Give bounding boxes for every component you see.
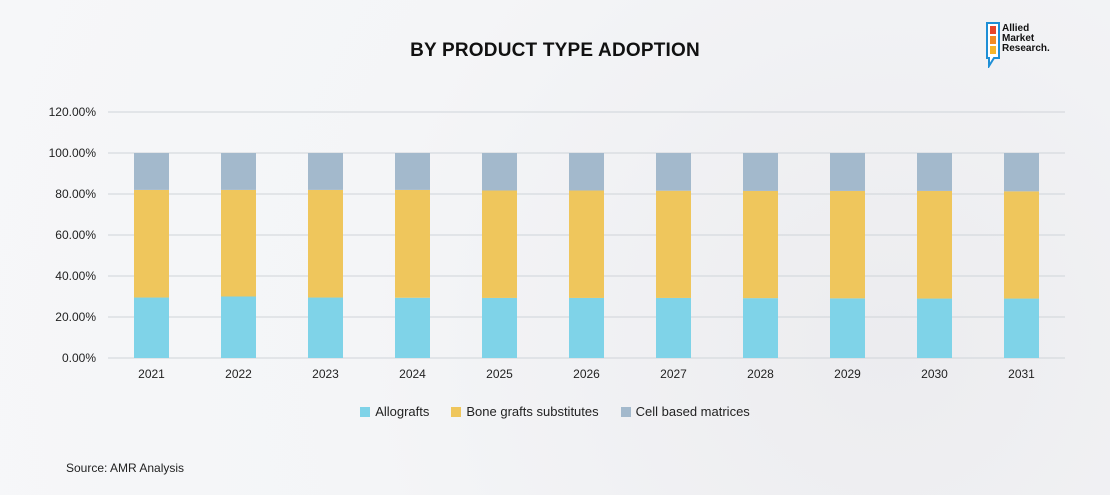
bar-cell-matrices	[830, 153, 865, 191]
bar-cell-matrices	[1004, 153, 1039, 192]
legend-swatch-bone-grafts	[451, 406, 462, 417]
x-tick-label: 2031	[1008, 367, 1035, 381]
bar-allografts	[569, 297, 604, 358]
y-tick-label: 100.00%	[49, 146, 97, 160]
bar-allografts	[482, 297, 517, 358]
bar-cell-matrices	[308, 153, 343, 190]
bar-cell-matrices	[656, 153, 691, 191]
bar-allografts	[917, 298, 952, 358]
bar-bone-grafts	[656, 190, 691, 298]
legend-swatch-cell-matrices	[620, 406, 631, 417]
logo-line-1: Allied	[1002, 23, 1030, 34]
bar-bone-grafts	[134, 189, 169, 298]
x-tick-label: 2028	[747, 367, 774, 381]
bar-cell-matrices	[569, 153, 604, 191]
y-tick-label: 40.00%	[55, 269, 96, 283]
y-tick-label: 120.00%	[49, 105, 97, 119]
bar-allografts	[830, 298, 865, 358]
bar-bone-grafts	[569, 190, 604, 298]
x-tick-label: 2022	[225, 367, 252, 381]
y-tick-label: 0.00%	[62, 351, 96, 365]
legend-item-cell-matrices: Cell based matrices	[620, 404, 750, 419]
source-note: Source: AMR Analysis	[66, 461, 185, 475]
logo-line-3: Research.	[1002, 43, 1050, 54]
x-tick-label: 2025	[486, 367, 513, 381]
y-tick-label: 80.00%	[55, 187, 96, 201]
bar-allografts	[221, 296, 256, 358]
bar-cell-matrices	[743, 153, 778, 191]
bar-allografts	[1004, 298, 1039, 358]
logo-mark-icon	[986, 22, 1000, 70]
bar-bone-grafts	[221, 189, 256, 297]
x-tick-label: 2030	[921, 367, 948, 381]
logo-line-2: Market	[1002, 33, 1035, 44]
bar-bone-grafts	[917, 190, 952, 299]
x-tick-label: 2024	[399, 367, 426, 381]
bar-bone-grafts	[308, 189, 343, 298]
stacked-bar-chart: 0.00% 20.00% 40.00% 60.00% 80.00% 100.00% 120.…	[49, 105, 1065, 381]
bar-allografts	[308, 297, 343, 358]
x-tick-label: 2027	[660, 367, 687, 381]
x-tick-label: 2026	[573, 367, 600, 381]
bar-bone-grafts	[1004, 191, 1039, 299]
bar-bone-grafts	[482, 190, 517, 298]
bar-bone-grafts	[830, 190, 865, 299]
bar-allografts	[395, 297, 430, 358]
legend-label-allografts: Allografts	[375, 404, 430, 419]
chart-title: BY PRODUCT TYPE ADOPTION	[410, 40, 700, 61]
legend-label-cell-matrices: Cell based matrices	[635, 404, 750, 419]
bar-allografts	[134, 297, 169, 358]
legend-swatch-allografts	[360, 406, 371, 417]
legend-label-bone-grafts: Bone grafts substitutes	[466, 404, 599, 419]
bar-cell-matrices	[395, 153, 430, 190]
logo-wordmark: Allied Market Research.	[1002, 24, 1050, 54]
bar-cell-matrices	[917, 153, 952, 191]
y-tick-label: 60.00%	[55, 228, 96, 242]
y-tick-label: 20.00%	[55, 310, 96, 324]
bar-bone-grafts	[395, 189, 430, 298]
x-tick-label: 2029	[834, 367, 861, 381]
bar-allografts	[743, 298, 778, 358]
bar-cell-matrices	[134, 153, 169, 190]
amr-logo: Allied Market Research.	[986, 22, 1070, 70]
chart-legend: Allografts Bone grafts substitutes Cell …	[0, 404, 1110, 419]
bar-cell-matrices	[482, 153, 517, 191]
bar-bone-grafts	[743, 190, 778, 299]
bar-allografts	[656, 297, 691, 358]
legend-item-allografts: Allografts	[360, 404, 429, 419]
x-tick-label: 2021	[138, 367, 165, 381]
legend-item-bone-grafts: Bone grafts substitutes	[451, 404, 599, 419]
x-tick-label: 2023	[312, 367, 339, 381]
bar-cell-matrices	[221, 153, 256, 190]
